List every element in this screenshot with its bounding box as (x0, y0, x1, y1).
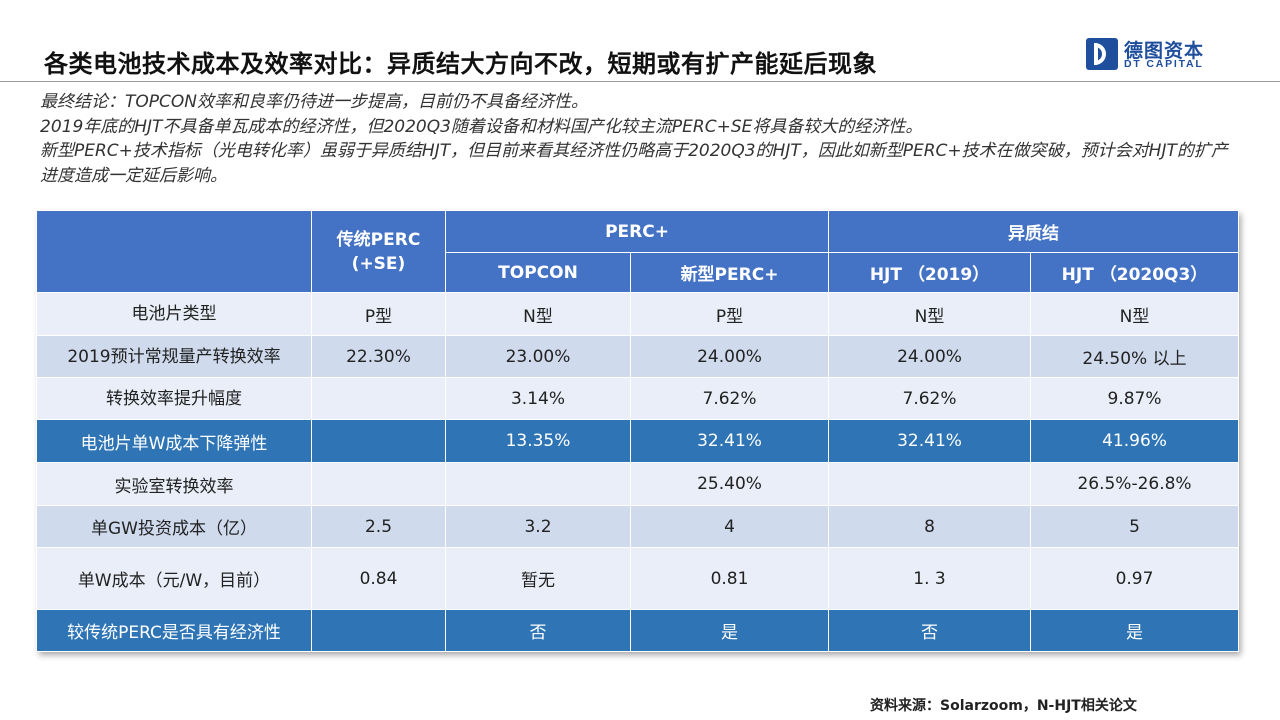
table-cell: 32.41% (828, 419, 1032, 463)
logo-en-text: DT CAPITAL (1124, 58, 1204, 70)
table-cell (311, 377, 446, 420)
col-header-hjt-2020q3: HJT （2020Q3） (1030, 252, 1240, 293)
table-cell (311, 609, 446, 652)
logo-cn-text: 德图资本 (1124, 40, 1205, 62)
table-cell: 24.00% (629, 335, 830, 378)
table-cell: N型 (828, 292, 1032, 336)
table-row: 转换效率提升幅度 3.14% 7.62% 7.62% 9.87% (36, 377, 1240, 420)
table-cell: 32.41% (629, 419, 830, 463)
conclusion-text: 最终结论：TOPCON效率和良率仍待进一步提高，目前仍不具备经济性。 2019年… (40, 90, 1230, 188)
comparison-table-container: 传统PERC (+SE) PERC+ 异质结 TOPCON 新型PERC+ HJ… (36, 210, 1240, 652)
table-row: 电池片类型 P型 N型 P型 N型 N型 (36, 292, 1240, 336)
table-row-highlight: 较传统PERC是否具有经济性 否 是 否 是 (36, 609, 1240, 652)
page-title: 各类电池技术成本及效率对比：异质结大方向不改，短期或有扩产能延后现象 (44, 50, 877, 78)
table-cell: 26.5%-26.8% (1030, 462, 1240, 506)
table-cell: 24.00% (828, 335, 1032, 378)
table-cell: 3.2 (445, 505, 631, 548)
group-header-heterojunction: 异质结 (828, 210, 1240, 253)
table-cell (445, 462, 631, 506)
table-cell: 22.30% (311, 335, 446, 378)
col-header-new-perc-plus: 新型PERC+ (629, 252, 830, 293)
logo-d-icon (1086, 38, 1118, 70)
col-header-hjt-2019: HJT （2019） (828, 252, 1032, 293)
table-cell: 13.35% (445, 419, 631, 463)
group-header-perc-plus: PERC+ (444, 210, 830, 253)
title-divider (0, 81, 1280, 82)
table-cell: P型 (311, 292, 446, 336)
table-cell: P型 (629, 292, 830, 336)
row-label: 电池片单W成本下降弹性 (36, 419, 312, 463)
row-label: 电池片类型 (36, 292, 312, 336)
comparison-table: 传统PERC (+SE) PERC+ 异质结 TOPCON 新型PERC+ HJ… (36, 210, 1240, 652)
company-logo: 德图资本 DT CAPITAL (1086, 38, 1212, 72)
col-header-perc-se: 传统PERC (+SE) (311, 210, 446, 293)
table-cell: 0.97 (1030, 547, 1240, 610)
table-cell: 是 (629, 609, 830, 652)
table-cell: 41.96% (1030, 419, 1240, 463)
col-header-topcon: TOPCON (445, 252, 631, 293)
table-row: 2019预计常规量产转换效率 22.30% 23.00% 24.00% 24.0… (36, 335, 1240, 378)
table-cell: 9.87% (1030, 377, 1240, 420)
table-cell: 8 (828, 505, 1032, 548)
table-corner-cell (36, 210, 312, 293)
table-cell: 暂无 (445, 547, 631, 610)
table-cell: N型 (445, 292, 631, 336)
row-label: 实验室转换效率 (36, 462, 312, 506)
table-cell: 否 (828, 609, 1032, 652)
table-cell: 7.62% (828, 377, 1032, 420)
table-cell: 否 (445, 609, 631, 652)
table-cell: N型 (1030, 292, 1240, 336)
row-label: 2019预计常规量产转换效率 (36, 335, 312, 378)
conclusion-line: 2019年底的HJT不具备单瓦成本的经济性，但2020Q3随着设备和材料国产化较… (40, 116, 923, 137)
table-cell: 3.14% (445, 377, 631, 420)
conclusion-line: 新型PERC+技术指标（光电转化率）虽弱于异质结HJT，但目前来看其经济性仍略高… (40, 141, 1228, 186)
table-cell (828, 462, 1032, 506)
table-cell: 23.00% (445, 335, 631, 378)
row-label: 单W成本（元/W，目前） (36, 547, 312, 610)
table-row: 实验室转换效率 25.40% 26.5%-26.8% (36, 462, 1240, 506)
table-row: 单W成本（元/W，目前） 0.84 暂无 0.81 1. 3 0.97 (36, 547, 1240, 610)
table-cell: 是 (1030, 609, 1240, 652)
row-label: 转换效率提升幅度 (36, 377, 312, 420)
table-cell: 5 (1030, 505, 1240, 548)
row-label: 较传统PERC是否具有经济性 (36, 609, 312, 652)
table-cell: 25.40% (629, 462, 830, 506)
conclusion-line: 最终结论：TOPCON效率和良率仍待进一步提高，目前仍不具备经济性。 (40, 92, 588, 112)
table-cell: 7.62% (629, 377, 830, 420)
table-cell (311, 462, 446, 506)
table-row-highlight: 电池片单W成本下降弹性 13.35% 32.41% 32.41% 41.96% (36, 419, 1240, 463)
table-cell: 24.50% 以上 (1030, 335, 1240, 378)
row-label: 单GW投资成本（亿） (36, 505, 312, 548)
table-row: 单GW投资成本（亿） 2.5 3.2 4 8 5 (36, 505, 1240, 548)
table-cell: 0.84 (311, 547, 446, 610)
table-cell: 4 (629, 505, 830, 548)
table-cell: 0.81 (629, 547, 830, 610)
table-cell (311, 419, 446, 463)
table-cell: 2.5 (311, 505, 446, 548)
table-cell: 1. 3 (828, 547, 1032, 610)
source-note: 资料来源：Solarzoom，N-HJT相关论文 (870, 698, 1137, 714)
